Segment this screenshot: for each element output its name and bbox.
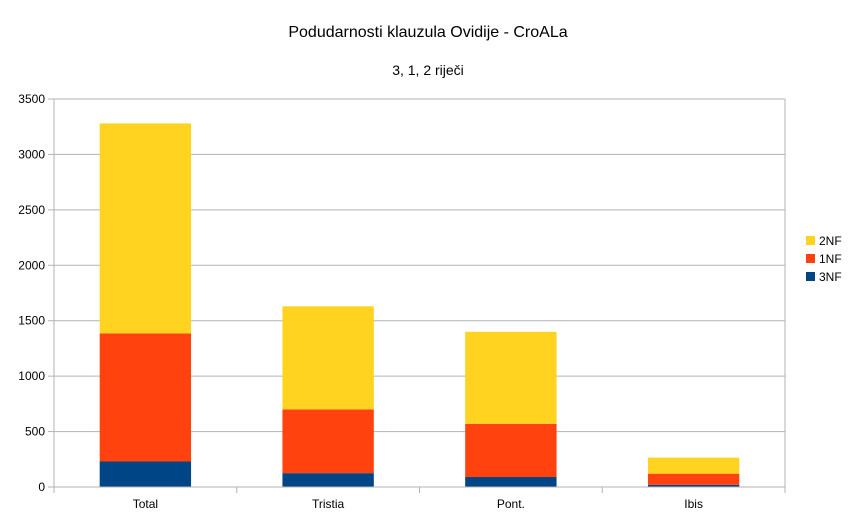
bar-segment-3nf-tristia bbox=[282, 473, 374, 487]
y-axis-tick-label: 2000 bbox=[18, 258, 45, 272]
bar-segment-3nf-pont bbox=[465, 477, 557, 487]
legend-label-3nf: 3NF bbox=[819, 270, 842, 284]
bar-segment-2nf-ibis bbox=[647, 457, 740, 474]
legend-swatch-1nf bbox=[806, 254, 815, 263]
axes bbox=[48, 98, 786, 493]
x-axis-tick-labels: Total Tristia Pont. Ibis bbox=[133, 497, 703, 511]
legend-swatch-2nf bbox=[806, 236, 815, 245]
y-axis-tick-label: 1000 bbox=[18, 369, 45, 383]
bar-segment-2nf-total bbox=[99, 123, 192, 334]
bars bbox=[99, 123, 740, 487]
legend-swatch-3nf bbox=[806, 272, 815, 281]
x-axis-tick-label: Tristia bbox=[312, 497, 345, 511]
y-axis-tick-label: 3500 bbox=[18, 92, 45, 106]
legend-label-1nf: 1NF bbox=[819, 252, 842, 266]
y-axis-tick-label: 500 bbox=[25, 425, 45, 439]
x-axis-tick-label: Ibis bbox=[684, 497, 703, 511]
y-axis-tick-label: 0 bbox=[38, 480, 45, 494]
bar-segment-3nf-ibis bbox=[647, 484, 740, 487]
chart-subtitle: 3, 1, 2 riječi bbox=[392, 62, 464, 78]
x-axis-tick-label: Total bbox=[133, 497, 158, 511]
chart-title: Podudarnosti klauzula Ovidije - CroALa bbox=[288, 24, 567, 41]
legend: 2NF 1NF 3NF bbox=[806, 234, 842, 284]
y-axis-tick-labels: 0 500 1000 1500 2000 2500 3000 3500 bbox=[18, 92, 45, 494]
bar-segment-1nf-pont bbox=[465, 423, 557, 478]
bar-segment-3nf-total bbox=[99, 461, 192, 487]
bar-segment-2nf-pont bbox=[465, 331, 557, 424]
legend-label-2nf: 2NF bbox=[819, 234, 842, 248]
x-axis-tick-label: Pont. bbox=[497, 497, 525, 511]
y-axis-tick-label: 2500 bbox=[18, 203, 45, 217]
y-axis-tick-label: 1500 bbox=[18, 314, 45, 328]
bar-segment-1nf-total bbox=[99, 333, 192, 462]
y-axis-tick-label: 3000 bbox=[18, 147, 45, 161]
bar-segment-1nf-tristia bbox=[282, 409, 374, 474]
bar-segment-2nf-tristia bbox=[282, 306, 374, 410]
bar-segment-1nf-ibis bbox=[647, 473, 740, 485]
